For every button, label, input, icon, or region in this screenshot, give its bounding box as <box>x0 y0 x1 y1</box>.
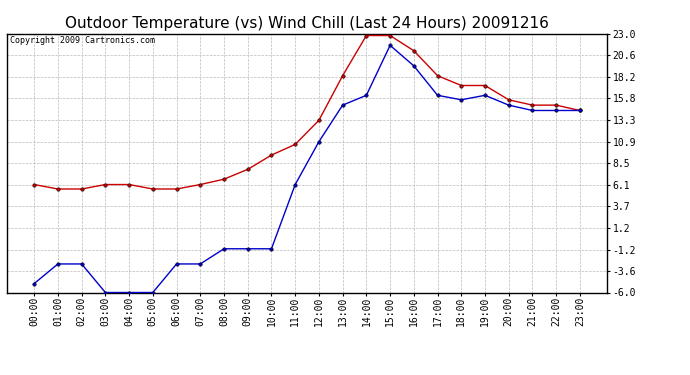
Text: Copyright 2009 Cartronics.com: Copyright 2009 Cartronics.com <box>10 36 155 45</box>
Title: Outdoor Temperature (vs) Wind Chill (Last 24 Hours) 20091216: Outdoor Temperature (vs) Wind Chill (Las… <box>65 16 549 31</box>
